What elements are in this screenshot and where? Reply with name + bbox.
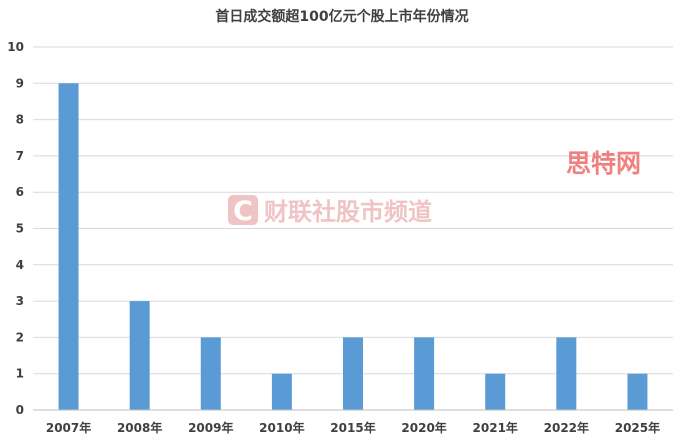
x-tick-label: 2007年	[46, 420, 91, 435]
y-tick-label: 3	[16, 294, 24, 308]
bar	[414, 337, 435, 410]
watermark-layer: C 财联社股市频道 思特网	[228, 149, 641, 227]
x-tick-label: 2010年	[259, 420, 304, 435]
y-tick-label: 8	[16, 113, 24, 127]
watermark-logo-letter: C	[233, 196, 253, 227]
x-tick-label: 2021年	[473, 420, 518, 435]
bar	[129, 301, 150, 410]
bar	[271, 373, 292, 410]
bars	[58, 83, 648, 411]
y-axis-tick-labels: 0 1 2 3 4 5 6 7 8 9 10	[7, 40, 24, 417]
bar	[343, 337, 363, 410]
y-tick-label: 1	[16, 367, 24, 381]
x-tick-label: 2008年	[117, 420, 162, 435]
x-tick-label: 2009年	[188, 420, 233, 435]
x-axis-tick-labels: 2007年 2008年 2009年 2010年 2015年 2020年 2021年 2022年…	[46, 420, 660, 435]
y-tick-label: 2	[16, 330, 24, 344]
x-tick-label: 2020年	[401, 420, 446, 435]
y-tick-label: 6	[16, 185, 24, 199]
bar	[58, 83, 79, 411]
bar	[200, 337, 221, 410]
y-tick-label: 9	[16, 76, 24, 90]
y-tick-label: 5	[16, 222, 24, 236]
bar	[556, 337, 577, 410]
y-tick-label: 4	[16, 258, 24, 272]
chart-title: 首日成交额超100亿元个股上市年份情况	[215, 8, 468, 25]
watermark-corner: 思特网	[566, 149, 641, 178]
x-tick-label: 2022年	[544, 420, 589, 435]
watermark-main: 财联社股市频道	[264, 198, 432, 226]
y-tick-label: 0	[16, 403, 24, 417]
bar	[485, 373, 506, 410]
y-tick-label: 7	[16, 149, 24, 163]
x-tick-label: 2015年	[330, 420, 375, 435]
y-tick-label: 10	[7, 40, 24, 54]
bar	[627, 373, 648, 410]
x-tick-label: 2025年	[615, 420, 660, 435]
watermark-logo-badge	[228, 195, 258, 225]
